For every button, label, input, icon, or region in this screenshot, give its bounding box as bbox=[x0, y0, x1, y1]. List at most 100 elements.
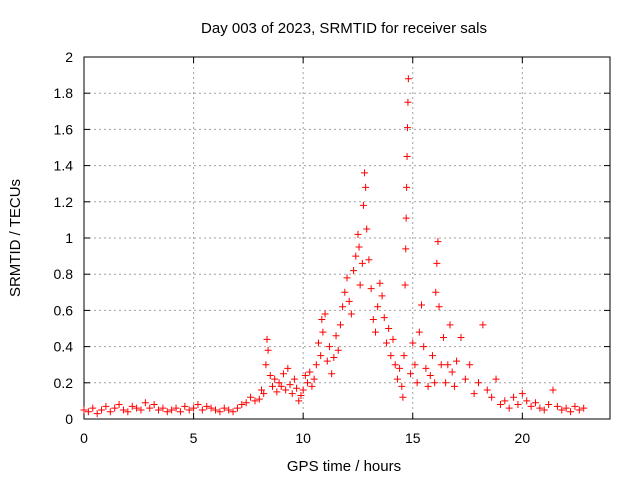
data-point-marker bbox=[409, 339, 417, 347]
data-point-marker bbox=[220, 404, 228, 412]
data-point-marker bbox=[293, 384, 301, 392]
data-point-marker bbox=[492, 375, 500, 383]
data-point-marker bbox=[207, 404, 215, 412]
data-point-marker bbox=[268, 382, 276, 390]
data-point-marker bbox=[567, 408, 575, 416]
plot-frame bbox=[83, 56, 611, 420]
data-point-marker bbox=[317, 352, 325, 360]
y-tick-label: 0.2 bbox=[54, 375, 74, 391]
data-point-marker bbox=[363, 225, 371, 233]
grid-layer bbox=[84, 57, 610, 419]
data-point-marker bbox=[562, 404, 570, 412]
data-point-marker bbox=[150, 401, 158, 409]
data-point-marker bbox=[264, 346, 272, 354]
data-point-marker bbox=[396, 364, 404, 372]
data-point-marker bbox=[304, 379, 312, 387]
data-point-marker bbox=[432, 288, 440, 296]
data-point-marker bbox=[403, 153, 411, 161]
y-tick-label: 0 bbox=[65, 411, 73, 427]
data-point-marker bbox=[355, 243, 363, 251]
x-axis-title: GPS time / hours bbox=[287, 458, 401, 475]
data-point-marker bbox=[514, 401, 522, 409]
x-tick-label: 5 bbox=[190, 430, 198, 446]
data-point-marker bbox=[402, 214, 410, 222]
data-point-marker bbox=[163, 408, 171, 416]
data-point-marker bbox=[137, 406, 145, 414]
data-point-marker bbox=[571, 402, 579, 410]
data-point-marker bbox=[475, 379, 482, 387]
data-point-marker bbox=[336, 321, 344, 329]
data-point-marker bbox=[359, 201, 367, 209]
data-point-marker bbox=[391, 361, 399, 369]
data-point-marker bbox=[444, 361, 452, 369]
data-point-marker bbox=[400, 352, 408, 360]
data-point-marker bbox=[299, 386, 307, 394]
data-point-marker bbox=[255, 395, 263, 403]
data-point-marker bbox=[89, 404, 97, 412]
data-point-marker bbox=[306, 368, 314, 376]
x-tick-label: 20 bbox=[515, 430, 531, 446]
data-point-marker bbox=[545, 401, 553, 409]
data-point-marker bbox=[531, 399, 539, 407]
x-tick-label: 0 bbox=[80, 430, 88, 446]
data-point-marker bbox=[275, 379, 283, 387]
data-point-marker bbox=[102, 402, 110, 410]
y-tick-label: 2 bbox=[65, 49, 73, 65]
data-point-marker bbox=[286, 381, 294, 389]
data-point-marker bbox=[185, 406, 193, 414]
data-point-marker bbox=[297, 391, 305, 399]
data-point-marker bbox=[398, 382, 406, 390]
data-point-marker bbox=[403, 124, 411, 132]
data-point-marker bbox=[271, 375, 279, 383]
data-point-marker bbox=[527, 402, 535, 410]
data-point-marker bbox=[434, 238, 442, 246]
data-point-marker bbox=[428, 352, 436, 360]
data-point-marker bbox=[128, 402, 136, 410]
data-point-marker bbox=[399, 393, 407, 401]
tick-layer: 00.20.40.60.811.21.41.61.820 5 10 15 20 bbox=[54, 49, 610, 446]
data-point-marker bbox=[369, 315, 377, 323]
data-point-marker bbox=[466, 361, 474, 369]
data-point-marker bbox=[358, 259, 366, 267]
data-point-marker bbox=[319, 328, 327, 336]
data-point-marker bbox=[330, 353, 338, 361]
data-point-marker bbox=[387, 352, 395, 360]
data-point-marker bbox=[402, 245, 410, 253]
data-point-marker bbox=[483, 386, 491, 394]
data-point-marker bbox=[361, 169, 369, 177]
data-point-marker bbox=[334, 346, 342, 354]
data-point-marker bbox=[288, 390, 296, 398]
data-point-marker bbox=[258, 386, 266, 394]
data-point-marker bbox=[247, 393, 255, 401]
data-point-marker bbox=[374, 303, 382, 311]
data-point-marker bbox=[321, 310, 329, 318]
data-point-marker bbox=[380, 314, 388, 322]
data-point-marker bbox=[580, 404, 588, 412]
data-point-marker bbox=[382, 339, 390, 347]
data-point-marker bbox=[404, 75, 412, 83]
data-point-marker bbox=[341, 288, 349, 296]
data-point-marker bbox=[433, 259, 441, 267]
x-tick-label: 15 bbox=[405, 430, 421, 446]
data-point-marker bbox=[315, 339, 323, 347]
data-point-marker bbox=[350, 267, 358, 275]
data-point-marker bbox=[420, 343, 428, 351]
data-point-marker bbox=[446, 321, 454, 329]
data-point-marker bbox=[404, 98, 412, 106]
data-point-marker bbox=[176, 408, 184, 416]
data-point-marker bbox=[155, 406, 163, 414]
data-point-marker bbox=[385, 325, 393, 332]
data-point-marker bbox=[470, 390, 478, 398]
y-tick-label: 1.2 bbox=[54, 194, 74, 210]
data-point-marker bbox=[119, 406, 127, 414]
data-point-marker bbox=[172, 404, 180, 412]
data-point-marker bbox=[198, 406, 206, 414]
y-tick-label: 1.8 bbox=[54, 85, 74, 101]
data-point-marker bbox=[277, 382, 285, 390]
y-tick-label: 1 bbox=[65, 230, 73, 246]
data-point-marker bbox=[332, 332, 340, 340]
data-point-marker bbox=[260, 390, 268, 398]
data-point-marker bbox=[84, 408, 92, 416]
data-point-marker bbox=[393, 375, 401, 383]
data-point-marker bbox=[98, 406, 106, 414]
